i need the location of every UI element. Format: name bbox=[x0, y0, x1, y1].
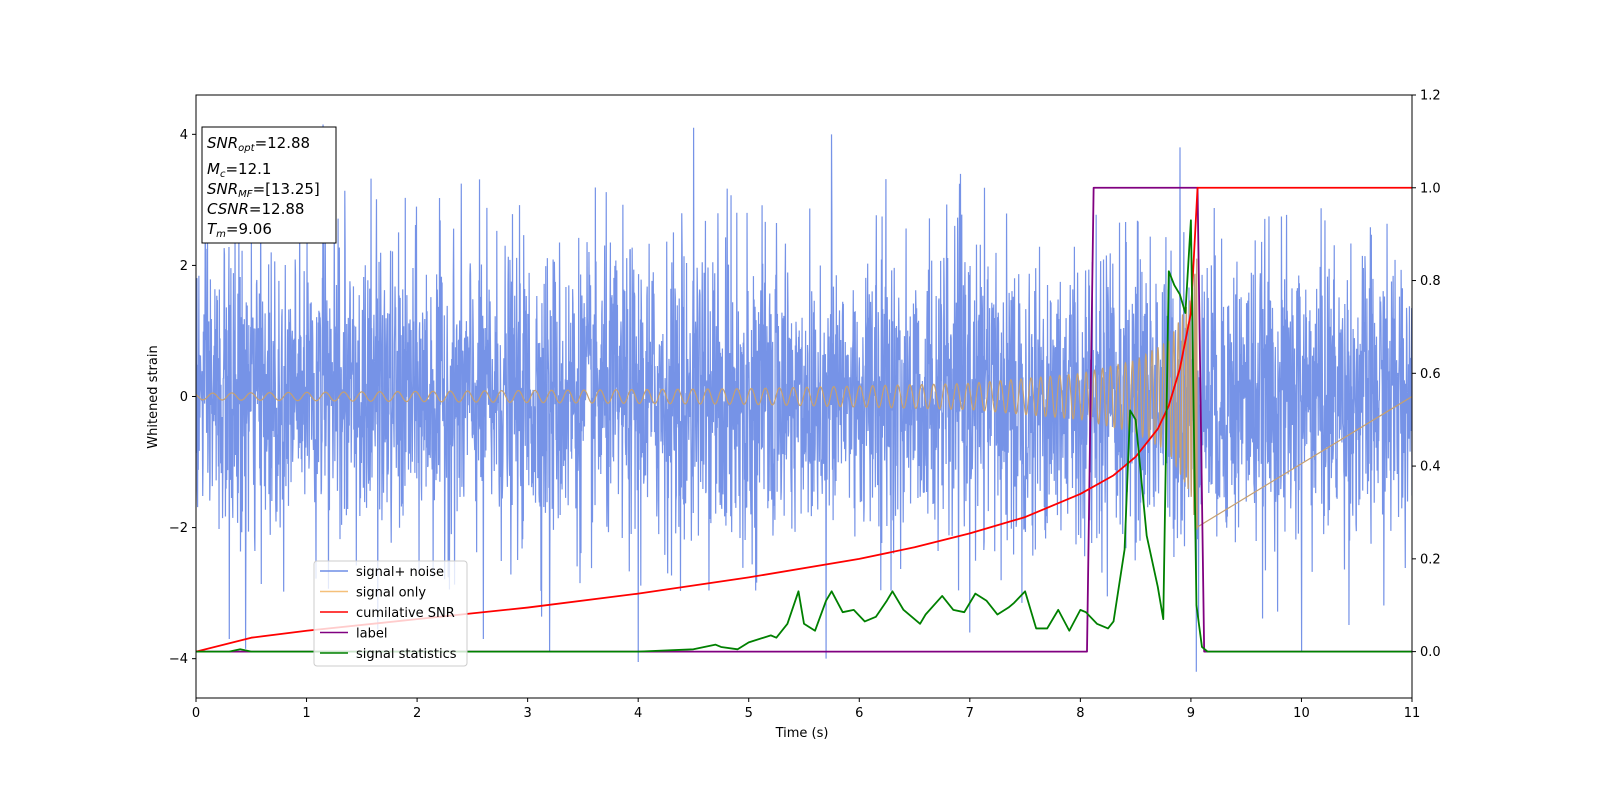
y-tick-label: 2 bbox=[180, 259, 188, 274]
series-signal-noise bbox=[196, 124, 1412, 672]
y2-tick-label: 0.4 bbox=[1420, 460, 1441, 475]
legend-label-signal-only: signal only bbox=[356, 586, 426, 601]
info-snr-mf: SNRMF=[13.25] bbox=[207, 180, 320, 200]
x-tick-label: 4 bbox=[634, 706, 642, 721]
y2-tick-label: 0.0 bbox=[1420, 645, 1441, 660]
legend-label-signal-noise: signal+ noise bbox=[356, 565, 444, 580]
y2-tick-label: 1.0 bbox=[1420, 181, 1441, 196]
info-box: SNRopt=12.88 Mc=12.1 SNRMF=[13.25] CSNR=… bbox=[201, 126, 337, 244]
x-tick-label: 10 bbox=[1293, 706, 1310, 721]
info-box-frame bbox=[201, 126, 337, 244]
x-tick-label: 7 bbox=[966, 706, 974, 721]
x-tick-label: 8 bbox=[1076, 706, 1084, 721]
y2-tick-label: 1.2 bbox=[1420, 89, 1441, 104]
info-snr-opt: SNRopt=12.88 bbox=[207, 134, 310, 154]
x-tick-label: 5 bbox=[745, 706, 753, 721]
y-tick-label: −2 bbox=[169, 521, 188, 536]
y-tick-label: 0 bbox=[180, 390, 188, 405]
y2-tick-label: 0.8 bbox=[1420, 274, 1441, 289]
y-tick-label: −4 bbox=[169, 652, 188, 667]
x-tick-label: 1 bbox=[302, 706, 310, 721]
y-tick-label: 4 bbox=[180, 128, 188, 143]
info-csnr: CSNR=12.88 bbox=[207, 200, 304, 218]
legend-frame bbox=[313, 560, 468, 667]
series-signal-only bbox=[196, 258, 1412, 530]
x-tick-label: 6 bbox=[855, 706, 863, 721]
x-tick-label: 0 bbox=[192, 706, 200, 721]
legend-label-signal-statistics: signal statistics bbox=[356, 647, 457, 662]
series-signal-statistics bbox=[196, 219, 1412, 653]
legend-label-cumulative-snr: cumilative SNR bbox=[356, 606, 455, 621]
info-mc: Mc=12.1 bbox=[207, 160, 271, 180]
y2-tick-label: 0.2 bbox=[1420, 552, 1441, 567]
y-axis-label: Whitened strain bbox=[146, 345, 161, 448]
x-tick-label: 2 bbox=[413, 706, 421, 721]
x-tick-label: 3 bbox=[523, 706, 531, 721]
legend: signal+ noise signal only cumilative SNR… bbox=[313, 560, 468, 667]
x-tick-label: 9 bbox=[1187, 706, 1195, 721]
x-tick-label: 11 bbox=[1404, 706, 1421, 721]
y-axis-left: −4 −2 0 2 4 bbox=[169, 128, 196, 667]
x-axis: 0 1 2 3 4 5 6 7 8 9 10 11 bbox=[192, 698, 1420, 721]
y-axis-right: 0.0 0.2 0.4 0.6 0.8 1.0 1.2 bbox=[1412, 89, 1441, 660]
y2-tick-label: 0.6 bbox=[1420, 367, 1441, 382]
x-axis-label: Time (s) bbox=[775, 726, 829, 741]
legend-label-label: label bbox=[356, 627, 387, 642]
info-tm: Tm=9.06 bbox=[207, 220, 272, 240]
